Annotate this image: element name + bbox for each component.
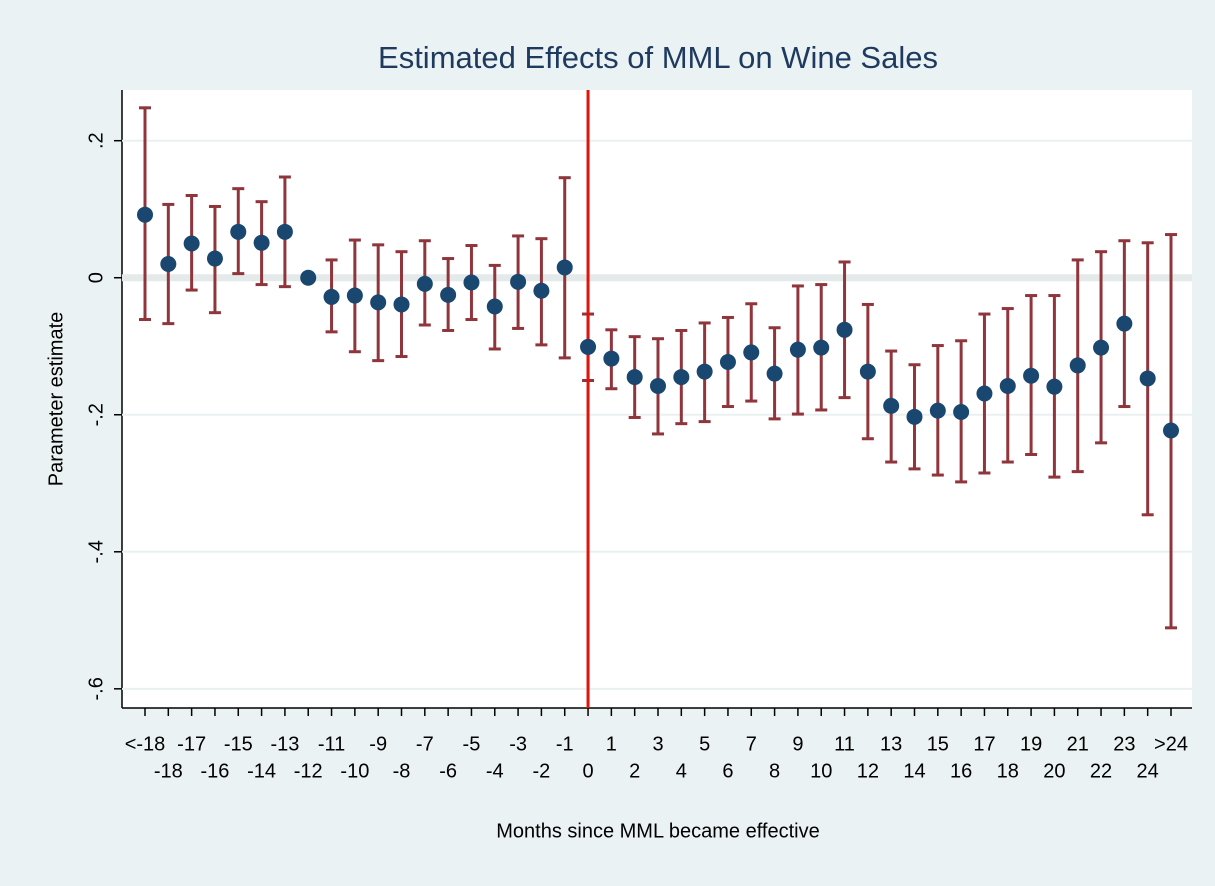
x-tick-label: 5 — [699, 733, 710, 755]
x-tick-label: 22 — [1090, 760, 1112, 782]
x-tick-label: 18 — [997, 760, 1019, 782]
point — [929, 402, 946, 419]
x-tick-label: -1 — [556, 733, 574, 755]
point — [1116, 315, 1133, 332]
point — [836, 321, 853, 338]
point — [510, 273, 527, 290]
x-tick-label: 14 — [903, 760, 925, 782]
point — [183, 235, 200, 252]
point — [696, 363, 713, 380]
point — [137, 206, 153, 223]
x-tick-label: 10 — [810, 760, 832, 782]
y-tick-label: .2 — [85, 132, 107, 149]
point — [1069, 357, 1086, 374]
x-tick-label: 17 — [973, 733, 995, 755]
x-tick-label: 1 — [606, 733, 617, 755]
x-tick-label: -11 — [318, 733, 345, 755]
x-tick-label: -3 — [509, 733, 527, 755]
x-tick-label: 9 — [792, 733, 803, 755]
x-tick-label: -13 — [270, 733, 299, 755]
y-tick-label: -.6 — [85, 677, 107, 700]
y-tick-label: -.2 — [85, 403, 107, 426]
x-tick-label: -2 — [533, 760, 551, 782]
point — [486, 298, 503, 315]
x-tick-label: -15 — [224, 733, 253, 755]
x-tick-label: 15 — [927, 733, 949, 755]
x-tick-label: 8 — [769, 760, 780, 782]
point — [1139, 370, 1156, 387]
point — [719, 354, 736, 371]
point — [766, 365, 783, 382]
point — [276, 223, 293, 240]
x-tick-label: 24 — [1137, 760, 1159, 782]
x-tick-label: 4 — [676, 760, 687, 782]
x-tick-label: 11 — [834, 733, 855, 755]
point — [533, 282, 550, 299]
point — [1046, 378, 1063, 395]
y-tick-label: 0 — [85, 272, 107, 283]
point — [743, 344, 760, 361]
point — [813, 339, 830, 356]
point — [673, 369, 690, 386]
x-tick-label: 0 — [582, 760, 593, 782]
point — [650, 377, 666, 394]
x-tick-label: -7 — [416, 733, 434, 755]
point — [1023, 367, 1040, 384]
chart-title: Estimated Effects of MML on Wine Sales — [378, 40, 938, 75]
x-axis-label: Months since MML became effective — [496, 820, 819, 842]
point — [976, 385, 993, 402]
point — [999, 377, 1016, 394]
point — [230, 223, 247, 240]
point — [346, 287, 363, 304]
x-tick-label: 2 — [629, 760, 640, 782]
x-tick-label: -14 — [247, 760, 276, 782]
point — [603, 350, 620, 367]
x-tick-label: 23 — [1113, 733, 1135, 755]
point — [440, 286, 457, 303]
point — [1163, 422, 1179, 439]
point — [883, 397, 900, 414]
x-tick-label: 16 — [950, 760, 972, 782]
x-tick-label: 6 — [722, 760, 733, 782]
x-tick-label: >24 — [1154, 733, 1188, 755]
point — [206, 250, 223, 267]
x-tick-label: -6 — [439, 760, 457, 782]
x-tick-label: 12 — [857, 760, 879, 782]
x-tick-label: 13 — [880, 733, 902, 755]
y-axis-label: Parameter estimate — [45, 312, 67, 487]
x-tick-label: -4 — [486, 760, 504, 782]
point — [789, 341, 806, 358]
point — [323, 288, 340, 305]
point — [859, 363, 876, 380]
point — [160, 256, 177, 273]
point — [253, 234, 270, 251]
point — [393, 296, 410, 313]
x-tick-label: 3 — [652, 733, 663, 755]
point — [416, 275, 433, 292]
x-tick-label: <-18 — [125, 733, 166, 755]
point — [370, 294, 387, 311]
x-tick-label: -18 — [154, 760, 183, 782]
x-tick-label: 7 — [746, 733, 757, 755]
x-tick-label: -17 — [177, 733, 206, 755]
point — [300, 269, 317, 286]
x-tick-label: 21 — [1067, 733, 1089, 755]
point — [580, 338, 597, 355]
x-tick-label: 19 — [1020, 733, 1042, 755]
x-tick-label: -12 — [294, 760, 323, 782]
point — [953, 404, 970, 421]
x-tick-label: -10 — [340, 760, 369, 782]
x-tick-label: -9 — [369, 733, 387, 755]
point — [463, 274, 480, 291]
x-tick-label: -16 — [201, 760, 230, 782]
x-tick-label: -5 — [463, 733, 481, 755]
point — [556, 259, 573, 276]
x-tick-label: -8 — [393, 760, 411, 782]
x-tick-label: 20 — [1043, 760, 1065, 782]
point — [906, 408, 923, 425]
y-tick-label: -.4 — [85, 540, 107, 563]
point — [1093, 339, 1110, 356]
point — [626, 369, 643, 386]
